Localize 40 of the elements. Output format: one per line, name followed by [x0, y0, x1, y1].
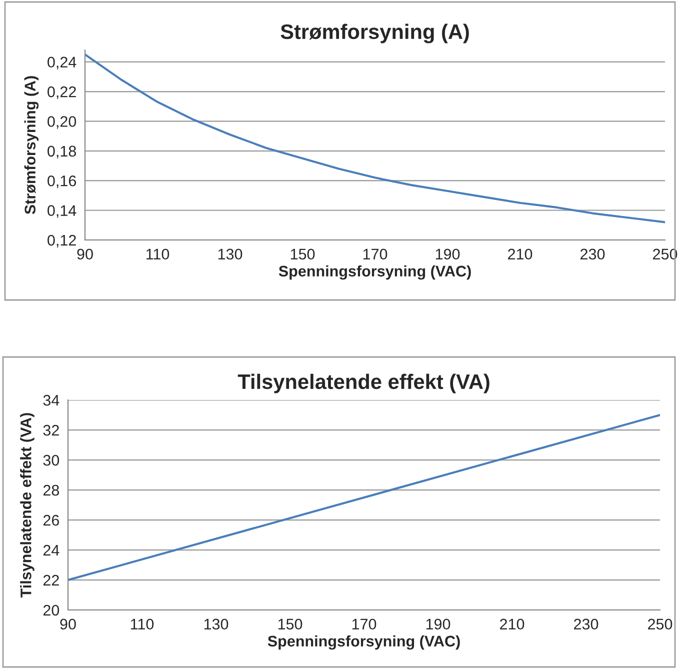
- x-tick-label: 130: [204, 618, 228, 630]
- x-tick-label: 170: [352, 618, 376, 630]
- y-tick-label: 0,16: [48, 175, 76, 188]
- chart-title: Tilsynelatende effekt (VA): [238, 374, 490, 394]
- x-tick-label: 250: [648, 618, 672, 630]
- x-axis-title: Spenningsforsyning (VAC): [278, 265, 471, 280]
- x-tick-label: 210: [508, 248, 532, 260]
- y-tick-label: 28: [43, 484, 60, 496]
- y-tick-label: 0,24: [48, 56, 76, 70]
- chart-title: Strømforsyning (A): [280, 24, 469, 44]
- y-tick-label: 0,12: [48, 234, 76, 248]
- x-tick-label: 210: [500, 618, 524, 630]
- y-tick-label: 0,20: [48, 116, 76, 129]
- x-tick-label: 250: [653, 248, 678, 260]
- x-tick-label: 190: [426, 618, 450, 630]
- x-tick-label: 150: [290, 248, 315, 260]
- x-tick-label: 150: [278, 618, 302, 630]
- y-axis-title: Strømforsyning (A): [24, 76, 39, 214]
- x-tick-label: 130: [218, 248, 242, 260]
- y-tick-label: 0,18: [48, 146, 76, 158]
- x-axis-title: Spenningsforsyning (VAC): [268, 635, 460, 650]
- y-tick-label: 32: [43, 424, 59, 436]
- y-tick-label: 22: [43, 574, 59, 586]
- x-tick-label: 190: [436, 248, 460, 260]
- y-tick-label: 0,14: [48, 205, 76, 218]
- y-tick-label: 26: [43, 514, 59, 526]
- x-tick-label: 110: [130, 618, 154, 630]
- x-tick-label: 90: [77, 248, 93, 260]
- y-tick-label: 34: [43, 394, 60, 406]
- y-tick-label: 0,22: [48, 86, 76, 100]
- x-tick-label: 230: [574, 618, 598, 630]
- y-tick-label: 20: [43, 604, 60, 616]
- x-tick-label: 110: [146, 248, 170, 260]
- line-series: [85, 53, 665, 224]
- x-tick-label: 230: [580, 248, 605, 260]
- x-tick-label: 170: [363, 248, 388, 260]
- y-axis-title: Tilsynelatende effekt (VA): [20, 413, 34, 598]
- x-tick-label: 90: [60, 618, 76, 630]
- y-tick-label: 24: [43, 544, 60, 556]
- y-tick-label: 30: [43, 454, 60, 466]
